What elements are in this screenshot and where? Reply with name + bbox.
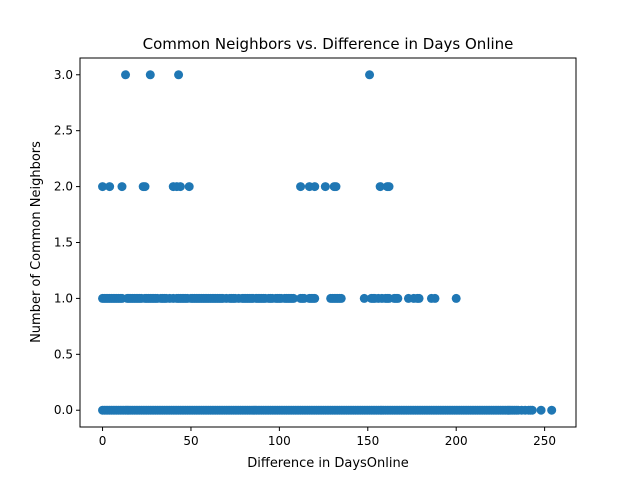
scatter-point (331, 182, 341, 192)
y-tick-label: 0.5 (54, 347, 73, 361)
x-tick-label: 200 (445, 434, 468, 448)
scatter-point (320, 182, 330, 192)
scatter-point (547, 405, 557, 415)
y-tick-label: 0.0 (54, 403, 73, 417)
x-axis-ticks: 0 50 100 150 200 250 (99, 427, 556, 448)
scatter-point (430, 293, 440, 303)
scatter-point (174, 70, 184, 80)
scatter-point (393, 293, 403, 303)
scatter-point (175, 182, 185, 192)
scatter-point (536, 405, 546, 415)
plot-area (98, 70, 557, 415)
x-axis-label: Difference in DaysOnline (247, 456, 409, 471)
scatter-point (384, 182, 394, 192)
y-axis-ticks: 0.0 0.5 1.0 1.5 2.0 2.5 3.0 (54, 68, 80, 417)
scatter-point (310, 293, 320, 303)
y-tick-label: 1.5 (54, 236, 73, 250)
scatter-point (359, 293, 369, 303)
scatter-point (365, 70, 375, 80)
scatter-point (117, 182, 127, 192)
y-tick-label: 2.5 (54, 124, 73, 138)
scatter-point (140, 182, 150, 192)
scatter-point (105, 182, 115, 192)
scatter-point (414, 293, 424, 303)
scatter-point (296, 182, 306, 192)
axes-frame (79, 57, 577, 428)
scatter-point (98, 182, 108, 192)
x-tick-label: 0 (99, 434, 107, 448)
scatter-point (310, 182, 320, 192)
scatter-point (375, 182, 385, 192)
scatter-point (145, 70, 155, 80)
x-tick-label: 150 (356, 434, 379, 448)
scatter-point (336, 293, 346, 303)
scatter-point (451, 293, 461, 303)
scatter-point (121, 70, 131, 80)
y-tick-label: 3.0 (54, 68, 73, 82)
y-axis-label: Number of Common Neighbors (29, 141, 44, 343)
x-tick-label: 250 (533, 434, 556, 448)
y-tick-label: 2.0 (54, 180, 73, 194)
scatter-point (527, 405, 537, 415)
chart-title: Common Neighbors vs. Difference in Days … (143, 35, 514, 53)
x-tick-label: 50 (183, 434, 198, 448)
y-tick-label: 1.0 (54, 291, 73, 305)
scatter-point (184, 182, 194, 192)
x-tick-label: 100 (268, 434, 291, 448)
scatter-point (289, 293, 299, 303)
